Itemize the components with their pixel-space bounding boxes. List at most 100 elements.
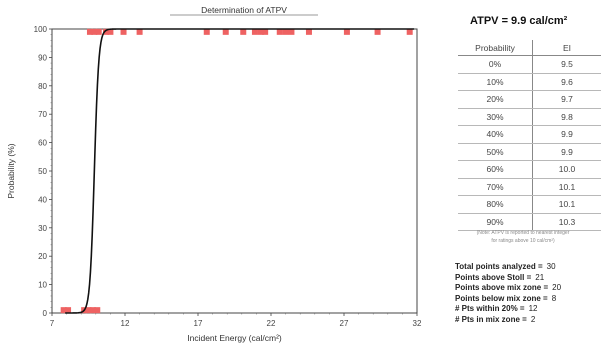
data-point xyxy=(65,307,72,314)
y-tick-label: 70 xyxy=(38,110,47,119)
table-row: 20% 9.7 xyxy=(458,90,601,109)
data-point xyxy=(288,28,295,35)
stat-label: Total points analyzed = xyxy=(455,262,543,271)
probability-cell: 70% xyxy=(458,178,533,196)
logistic-fit-curve xyxy=(65,28,415,314)
data-point xyxy=(305,28,312,35)
table-header-row: Probability EI xyxy=(458,40,601,56)
data-point xyxy=(107,28,114,35)
y-axis: 0 10 20 30 40 50 60 70 80 90 100 xyxy=(34,25,52,318)
data-point xyxy=(136,28,143,35)
stat-label: Points above mix zone = xyxy=(455,283,549,293)
data-point xyxy=(240,28,247,35)
plot-frame xyxy=(51,28,418,314)
data-point xyxy=(282,28,289,35)
probability-header: Probability xyxy=(458,40,533,56)
stat-label: # Pts within 20% = xyxy=(455,304,525,314)
ei-cell: 10.0 xyxy=(532,160,601,179)
data-point xyxy=(262,28,269,35)
atpv-rounding-note: (Note: ATPV is reported to nearest integ… xyxy=(443,229,603,245)
data-point xyxy=(85,307,92,314)
y-tick-label: 90 xyxy=(38,53,47,62)
probability-cell: 40% xyxy=(458,125,533,144)
table-row: 90% 10.3 xyxy=(458,213,601,231)
data-point xyxy=(276,28,283,35)
y-tick-label: 0 xyxy=(43,309,48,318)
x-tick-label: 17 xyxy=(194,319,203,328)
table-row: 80% 10.1 xyxy=(458,195,601,214)
y-tick-label: 40 xyxy=(38,195,47,204)
ei-cell: 9.9 xyxy=(532,143,601,161)
y-tick-label: 80 xyxy=(38,82,47,91)
probability-cell: 20% xyxy=(458,90,533,109)
ei-header: EI xyxy=(532,40,601,56)
stat-row: Points above mix zone = 20 xyxy=(455,283,561,294)
probability-cell: 90% xyxy=(458,213,533,231)
x-tick-label: 27 xyxy=(340,319,349,328)
data-points xyxy=(60,28,413,314)
ei-cell: 9.5 xyxy=(532,55,601,74)
data-point xyxy=(251,28,258,35)
table-row: 70% 10.1 xyxy=(458,178,601,196)
chart-title: Determination of ATPV xyxy=(201,5,287,15)
x-tick-label: 22 xyxy=(267,319,276,328)
y-tick-label: 20 xyxy=(38,252,47,261)
data-point xyxy=(343,28,350,35)
stat-row: # Pts within 20% = 12 xyxy=(455,304,561,315)
data-point xyxy=(222,28,229,35)
stat-row: Points below mix zone = 8 xyxy=(455,294,561,305)
stat-value: 2 xyxy=(530,314,536,324)
data-point xyxy=(95,28,102,35)
ei-cell: 10.1 xyxy=(532,178,601,196)
probability-cell: 80% xyxy=(458,195,533,214)
data-point xyxy=(103,28,110,35)
stat-label: Points above Stoll = xyxy=(455,272,532,282)
stat-value: 8 xyxy=(551,293,557,303)
y-tick-label: 60 xyxy=(38,139,47,148)
data-point xyxy=(406,28,413,35)
x-axis-label: Incident Energy (cal/cm²) xyxy=(187,333,282,343)
stat-value: 12 xyxy=(528,304,538,314)
atpv-title: ATPV = 9.9 cal/cm² xyxy=(470,15,568,27)
data-point xyxy=(60,307,67,314)
ei-cell: 9.6 xyxy=(532,73,601,91)
x-tick-label: 7 xyxy=(50,319,55,328)
x-tick-label: 12 xyxy=(121,319,130,328)
ei-cell: 10.3 xyxy=(532,213,601,231)
probability-cell: 50% xyxy=(458,143,533,161)
x-tick-label: 32 xyxy=(413,319,422,328)
table-row: 60% 10.0 xyxy=(458,160,601,179)
table-row: 10% 9.6 xyxy=(458,73,601,91)
probability-cell: 0% xyxy=(458,55,533,74)
table-row: 50% 9.9 xyxy=(458,143,601,161)
probability-ei-table: Probability EI 0% 9.5 10% 9.6 20% 9.7 30% 9.… xyxy=(458,40,601,231)
data-point xyxy=(374,28,381,35)
data-point xyxy=(94,307,101,314)
data-point xyxy=(203,28,210,35)
ei-cell: 10.1 xyxy=(532,195,601,214)
ei-cell: 9.9 xyxy=(532,125,601,144)
y-tick-label: 10 xyxy=(38,281,47,290)
data-point xyxy=(86,28,93,35)
stat-value: 20 xyxy=(552,283,562,293)
probability-cell: 30% xyxy=(458,108,533,126)
stat-row: Points above Stoll = 21 xyxy=(455,273,561,284)
data-point xyxy=(120,28,127,35)
stat-value: 21 xyxy=(535,272,545,282)
table-row: 30% 9.8 xyxy=(458,108,601,126)
ei-cell: 9.8 xyxy=(532,108,601,126)
data-point xyxy=(257,28,264,35)
stat-label: Points below mix zone = xyxy=(455,293,548,303)
probability-cell: 60% xyxy=(458,160,533,179)
stat-label: # Pts in mix zone = xyxy=(455,314,527,324)
y-axis-label: Probability (%) xyxy=(6,143,16,198)
y-tick-label: 30 xyxy=(38,224,47,233)
data-point xyxy=(91,28,98,35)
note-line: (Note: ATPV is reported to nearest integ… xyxy=(476,230,570,236)
atpv-chart: Determination of ATPV 0 10 20 30 40 50 60 70 80 9… xyxy=(6,5,422,343)
table-row: 0% 9.5 xyxy=(458,55,601,74)
stat-row: # Pts in mix zone = 2 xyxy=(455,315,561,326)
stat-row: Total points analyzed = 30 xyxy=(455,262,561,273)
probability-cell: 10% xyxy=(458,73,533,91)
stat-value: 30 xyxy=(546,262,556,271)
